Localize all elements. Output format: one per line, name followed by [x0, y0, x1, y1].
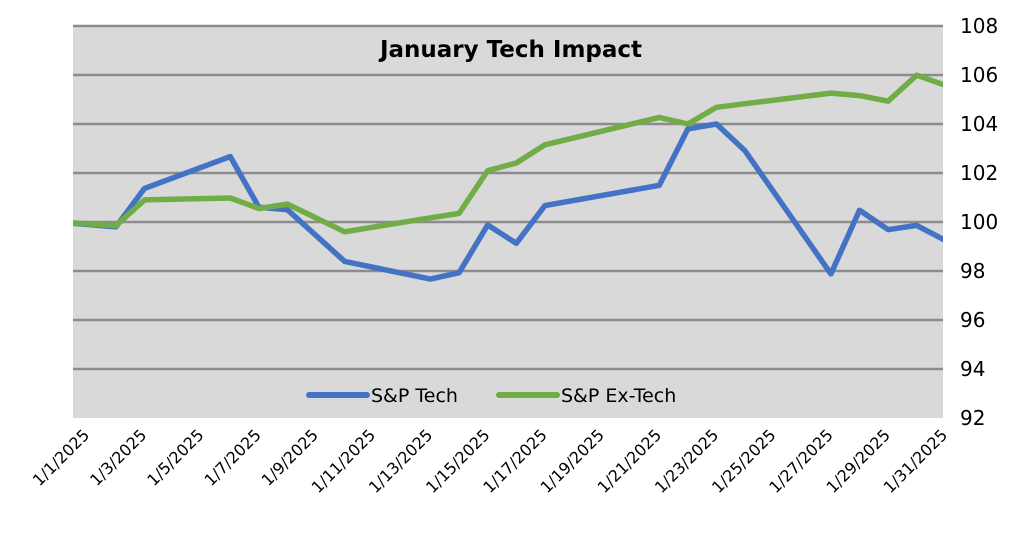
chart-title: January Tech Impact — [378, 37, 642, 63]
legend-label-s-p-ex-tech: S&P Ex-Tech — [561, 385, 676, 407]
series-lines — [73, 72, 943, 282]
y-tick-label: 96 — [960, 308, 985, 332]
y-tick-label: 92 — [960, 406, 985, 430]
y-tick-label: 104 — [960, 112, 998, 136]
y-tick-label: 102 — [960, 161, 998, 185]
x-tick-label: 1/7/2025 — [200, 425, 264, 489]
legend: S&P Tech S&P Ex-Tech — [306, 385, 676, 407]
y-tick-label: 98 — [960, 259, 985, 283]
x-tick-label: 1/1/2025 — [29, 425, 93, 489]
x-tick-label: 1/5/2025 — [143, 425, 207, 489]
x-tick-label: 1/3/2025 — [86, 425, 150, 489]
gridlines — [73, 24, 943, 371]
y-tick-label: 94 — [960, 357, 985, 381]
x-axis: 1/1/20251/3/20251/5/20251/7/20251/9/2025… — [29, 425, 951, 496]
y-axis: 92 94 96 98 100 102 104 106 108 — [960, 14, 998, 430]
y-tick-label: 108 — [960, 14, 998, 38]
y-tick-label: 100 — [960, 210, 998, 234]
legend-label-s-p-tech: S&P Tech — [371, 385, 458, 407]
y-tick-label: 106 — [960, 63, 998, 87]
